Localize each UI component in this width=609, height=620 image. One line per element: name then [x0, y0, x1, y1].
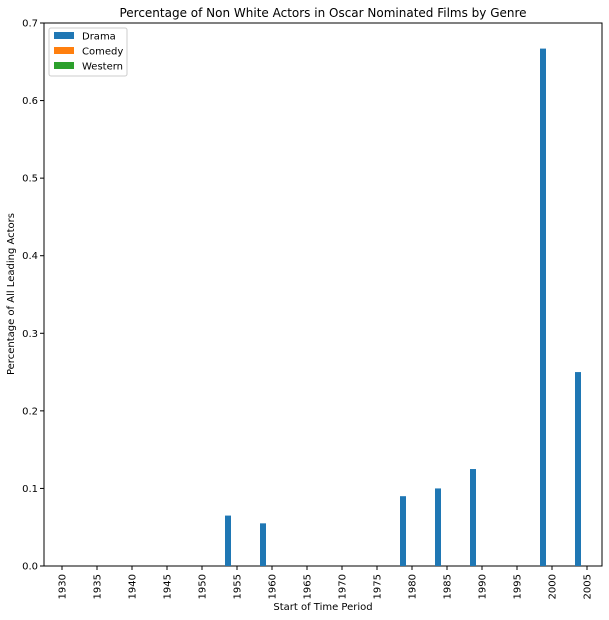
x-tick-label: 1990	[478, 574, 489, 599]
x-tick-label: 1975	[373, 574, 384, 599]
bar-drama-1990	[470, 469, 476, 566]
legend-swatch-comedy	[54, 47, 74, 54]
x-tick-label: 1955	[233, 574, 244, 599]
x-tick-label: 1965	[303, 574, 314, 599]
y-tick-label: 0.7	[22, 19, 38, 30]
bar-drama-2005	[575, 372, 581, 566]
x-tick-label: 1970	[338, 574, 349, 599]
x-tick-label: 1950	[198, 574, 209, 599]
x-axis: 1930 1935 1940 1945 1950 1955 1960 1965 1970 1975…	[58, 566, 594, 599]
y-tick-label: 0.2	[22, 406, 38, 417]
bar-drama-1980	[400, 496, 406, 566]
x-tick-label: 1935	[93, 574, 104, 599]
bars	[225, 48, 581, 567]
x-tick-label: 2005	[583, 574, 594, 599]
y-tick-label: 0.0	[22, 562, 38, 573]
x-axis-title: Start of Time Period	[273, 602, 372, 613]
y-tick-label: 0.1	[22, 484, 38, 495]
legend-label-comedy: Comedy	[82, 47, 123, 58]
x-tick-label: 1980	[408, 574, 419, 599]
bar-drama-2000	[540, 48, 546, 567]
y-tick-label: 0.5	[22, 174, 38, 185]
legend-label-drama: Drama	[82, 32, 116, 43]
x-tick-label: 1945	[163, 574, 174, 599]
y-tick-label: 0.4	[22, 251, 38, 262]
chart-title: Percentage of Non White Actors in Oscar …	[119, 6, 526, 20]
bar-drama-1960	[260, 523, 266, 566]
x-tick-label: 1960	[268, 574, 279, 599]
y-tick-label: 0.3	[22, 329, 38, 340]
y-axis-title: Percentage of All Leading Actors	[6, 213, 17, 375]
y-tick-label: 0.6	[22, 96, 38, 107]
x-tick-label: 1940	[128, 574, 139, 599]
x-tick-label: 1985	[443, 574, 454, 599]
plot-frame	[43, 22, 603, 567]
legend-swatch-western	[54, 62, 74, 69]
legend: Drama Comedy Western	[48, 27, 128, 77]
legend-swatch-drama	[54, 32, 74, 39]
x-tick-label: 1995	[513, 574, 524, 599]
x-tick-label: 1930	[58, 574, 69, 599]
bar-drama-1955	[225, 515, 231, 566]
plot-area	[43, 22, 603, 567]
x-tick-label: 2000	[548, 574, 559, 599]
y-axis: 0.0 0.1 0.2 0.3 0.4 0.5 0.6 0.7	[22, 19, 44, 573]
bar-drama-1985	[435, 488, 441, 566]
legend-label-western: Western	[82, 62, 123, 73]
